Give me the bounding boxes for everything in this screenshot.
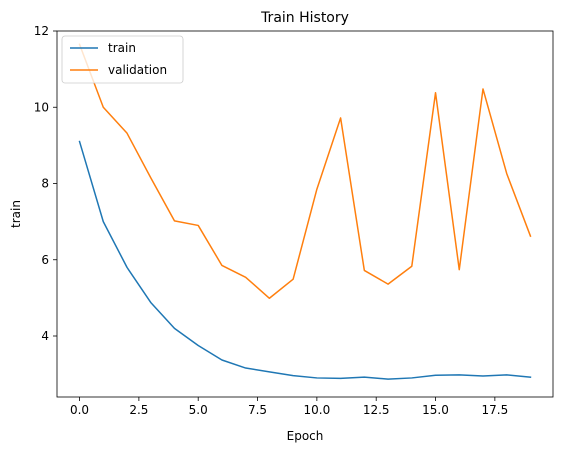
y-axis-label: train xyxy=(9,200,23,228)
plot-frame xyxy=(56,30,554,398)
legend: train validation xyxy=(61,35,184,84)
ticks-layer: 0.0 2.5 5.0 7.5 10.0 12.5 15.0 17.5 4 6 8 10 12 xyxy=(34,24,508,417)
x-tick-label: 2.5 xyxy=(129,403,148,417)
x-axis-label: Epoch xyxy=(287,429,324,443)
x-tick-label: 15.0 xyxy=(422,403,449,417)
series-line-train xyxy=(78,140,532,380)
y-tick-label: 10 xyxy=(34,100,49,114)
series-line-validation xyxy=(78,43,532,300)
x-tick-label: 10.0 xyxy=(304,403,331,417)
y-tick-label: 4 xyxy=(41,329,49,343)
series-layer xyxy=(78,43,532,380)
x-tick-label: 7.5 xyxy=(248,403,267,417)
chart-title: Train History xyxy=(260,10,349,26)
x-tick-label: 0.0 xyxy=(70,403,89,417)
x-tick-label: 5.0 xyxy=(189,403,208,417)
x-tick-label: 12.5 xyxy=(363,403,390,417)
y-tick-label: 12 xyxy=(34,24,49,38)
y-tick-label: 6 xyxy=(41,253,49,267)
legend-validation-label: validation xyxy=(108,63,167,77)
x-tick-label: 17.5 xyxy=(481,403,508,417)
legend-train-label: train xyxy=(108,41,136,55)
y-tick-label: 8 xyxy=(41,177,49,191)
